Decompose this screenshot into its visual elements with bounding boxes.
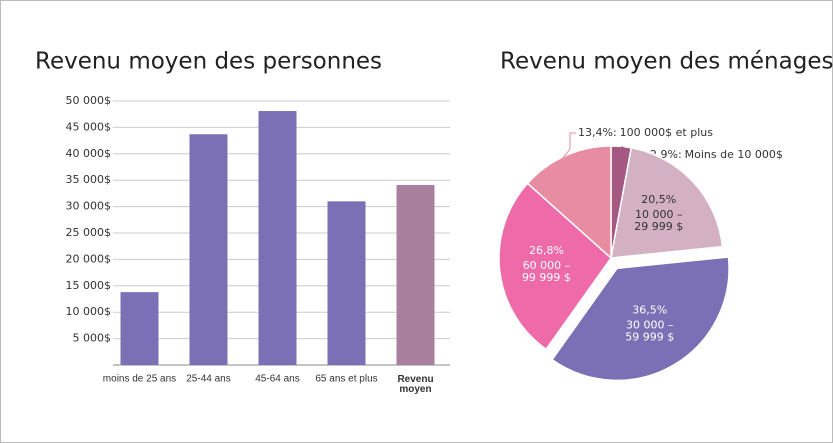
value-label: 20,5% <box>641 193 676 206</box>
slice-label: 13,4%: 100 000$ et plus <box>578 126 713 139</box>
bar <box>327 201 366 365</box>
leader-line <box>554 132 576 169</box>
y-tick-label: 25 000$ <box>66 226 112 239</box>
y-tick-label: 45 000$ <box>66 120 112 133</box>
y-tick-label: 10 000$ <box>66 305 112 318</box>
pie-slice <box>551 256 730 382</box>
bar <box>189 134 228 365</box>
category-label: 100 000$ et plus <box>620 126 714 139</box>
y-tick-label: 20 000$ <box>66 252 112 265</box>
x-tick-label: 65 ans et plus <box>315 374 377 385</box>
bar-title: Revenu moyen des personnes <box>35 49 382 75</box>
slice-label: 2,9%: Moins de 10 000$ <box>650 148 783 161</box>
x-tick-label: Revenu moyen <box>397 374 433 395</box>
x-tick-label: moins de 25 ans <box>103 374 176 385</box>
x-tick-label: 45-64 ans <box>255 374 299 385</box>
y-tick-label: 35 000$ <box>66 173 112 186</box>
category-label: 60 000 –99 999 $ <box>522 259 571 284</box>
pie-title: Revenu moyen des ménages <box>500 49 833 75</box>
y-tick-label: 30 000$ <box>66 200 112 213</box>
y-tick-label: 50 000$ <box>66 94 112 107</box>
category-label: 30 000 –59 999 $ <box>625 319 674 344</box>
x-tick-label: 25-44 ans <box>186 374 230 385</box>
y-tick-label: 15 000$ <box>66 279 112 292</box>
value-label: 36,5% <box>632 304 667 317</box>
pie-slice <box>610 146 724 259</box>
value-label: 13,4%: <box>578 126 617 139</box>
category-label: 10 000 –29 999 $ <box>634 208 683 233</box>
bar <box>258 111 297 365</box>
y-tick-label: 5 000$ <box>73 332 112 345</box>
category-label: Moins de 10 000$ <box>685 148 783 161</box>
pie-slice <box>526 145 612 260</box>
bar <box>120 292 159 365</box>
y-tick-label: 40 000$ <box>66 147 112 160</box>
pie-slice <box>498 182 612 351</box>
value-label: 26,8% <box>529 244 564 257</box>
bar <box>396 184 435 365</box>
